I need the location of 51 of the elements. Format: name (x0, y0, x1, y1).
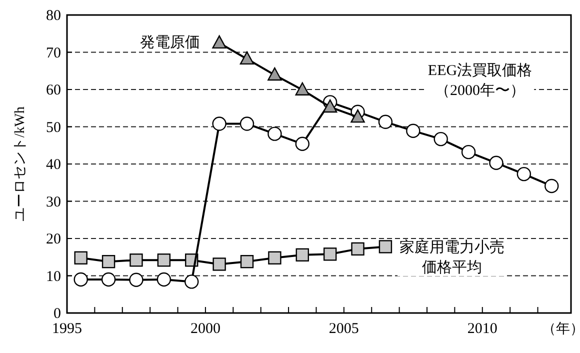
point (212, 258, 226, 271)
x-tick-label: 2000 (190, 321, 220, 337)
point (212, 35, 226, 49)
point (489, 156, 504, 170)
point (74, 251, 88, 264)
point (295, 136, 310, 151)
y-axis-title: ユーロセント/kWh (13, 106, 28, 222)
point (350, 109, 365, 123)
point (74, 272, 88, 287)
point (102, 254, 116, 268)
y-tick-label: 80 (46, 8, 61, 24)
x-tick-label: 2010 (467, 321, 498, 337)
point (240, 254, 254, 268)
point (351, 242, 364, 256)
point (322, 99, 338, 113)
x-axis-title: （年） (542, 321, 580, 337)
point (184, 274, 199, 289)
point (157, 254, 171, 267)
point (406, 124, 420, 138)
point (378, 240, 392, 254)
point (240, 51, 254, 65)
point (212, 116, 226, 131)
series-label: EEG法買取価格（2000年〜） (428, 62, 532, 99)
point (130, 254, 143, 267)
y-tick-label: 0 (54, 306, 61, 322)
y-tick-label: 70 (46, 45, 61, 62)
point (240, 116, 254, 131)
y-tick-label: 60 (46, 82, 61, 98)
point (156, 272, 172, 287)
point (268, 126, 282, 141)
series-label: 発電原価 (140, 35, 200, 51)
y-tick-label: 30 (46, 194, 61, 210)
point (516, 166, 532, 182)
point (101, 272, 116, 287)
point (268, 67, 282, 81)
x-tick-label: 1995 (52, 321, 82, 337)
point (268, 251, 282, 264)
point (544, 178, 559, 194)
point (434, 132, 448, 146)
series-label: 家庭用電力小売価格平均 (400, 239, 504, 276)
point (129, 272, 144, 287)
y-tick-label: 40 (46, 157, 61, 173)
y-tick-label: 50 (46, 120, 61, 136)
point (461, 144, 476, 160)
x-tick-label: 2005 (328, 321, 359, 337)
point (323, 248, 337, 261)
point (378, 114, 393, 130)
y-tick-label: 20 (46, 232, 61, 248)
y-tick-label: 10 (46, 268, 61, 285)
point (295, 82, 310, 96)
point (296, 248, 309, 262)
